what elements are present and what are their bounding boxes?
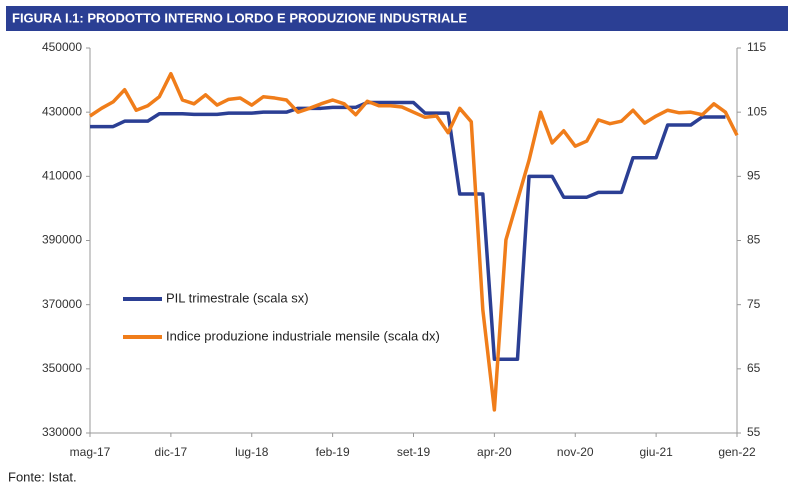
y2-tick-label: 75 — [747, 297, 761, 311]
y2-tick-label: 95 — [747, 169, 761, 183]
x-tick-label: gen-22 — [718, 445, 756, 459]
y2-tick-label: 85 — [747, 233, 761, 247]
y-tick-label: 330000 — [42, 425, 82, 439]
x-tick-label: nov-20 — [557, 445, 594, 459]
x-tick-label: feb-19 — [316, 445, 350, 459]
title-bar — [6, 6, 788, 31]
y2-tick-label: 55 — [747, 425, 761, 439]
x-tick-label: mag-17 — [70, 445, 111, 459]
legend-label: Indice produzione industriale mensile (s… — [166, 328, 440, 343]
y-tick-label: 370000 — [42, 297, 82, 311]
series-line — [89, 71, 739, 412]
chart-title: FIGURA I.1: PRODOTTO INTERNO LORDO E PRO… — [12, 10, 467, 25]
y2-tick-label: 105 — [747, 104, 767, 118]
y-tick-label: 410000 — [42, 169, 82, 183]
x-tick-label: dic-17 — [155, 445, 188, 459]
y-tick-label: 350000 — [42, 361, 82, 375]
series-line — [90, 100, 726, 361]
y2-tick-label: 65 — [747, 361, 761, 375]
x-tick-label: set-19 — [397, 445, 431, 459]
x-tick-label: lug-18 — [235, 445, 269, 459]
y-tick-label: 390000 — [42, 233, 82, 247]
y2-tick-label: 115 — [747, 40, 766, 54]
legend-label: PIL trimestrale (scala sx) — [166, 290, 309, 305]
y-tick-label: 450000 — [42, 40, 82, 54]
source: Fonte: Istat. — [8, 469, 77, 484]
x-tick-label: apr-20 — [477, 445, 512, 459]
y-tick-label: 430000 — [42, 104, 82, 118]
x-tick-label: giu-21 — [639, 445, 673, 459]
